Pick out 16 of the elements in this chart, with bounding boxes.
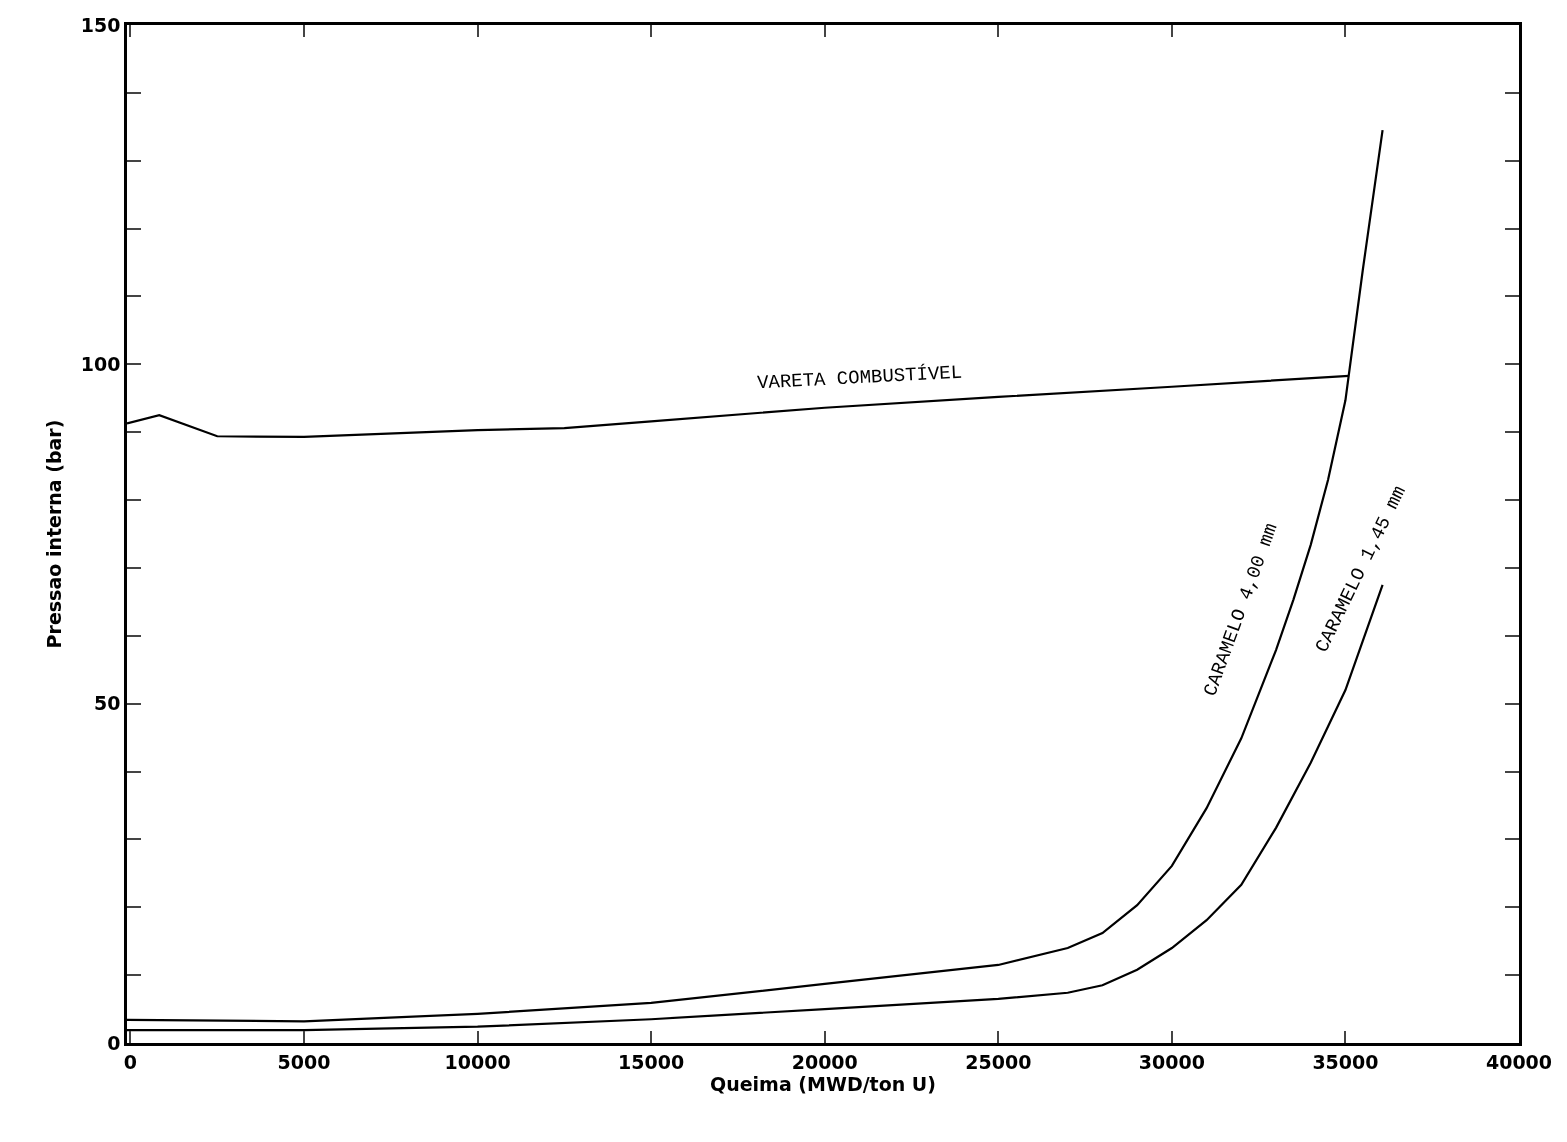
x-axis-title: Queima (MWD/ton U) <box>710 1072 936 1095</box>
x-tick-label: 35000 <box>1312 1050 1379 1073</box>
x-tick-label: 10000 <box>444 1050 511 1073</box>
x-tick-label: 40000 <box>1485 1050 1553 1073</box>
x-tick-label: 5000 <box>277 1050 331 1073</box>
x-tick-label: 0 <box>123 1050 138 1073</box>
x-tick-label: 20000 <box>791 1050 858 1073</box>
y-tick-label: 50 <box>94 692 121 715</box>
x-tick-label: 15000 <box>618 1050 685 1073</box>
y-tick-label: 0 <box>107 1031 121 1054</box>
y-axis-title: Pressao interna (bar) <box>42 419 65 649</box>
series-label: VARETA COMBUSTÍVEL <box>756 361 963 395</box>
x-tick-label: 25000 <box>965 1050 1032 1073</box>
y-tick-label: 100 <box>80 352 121 375</box>
x-tick-label: 30000 <box>1138 1050 1205 1073</box>
y-tick-label: 150 <box>80 13 121 36</box>
